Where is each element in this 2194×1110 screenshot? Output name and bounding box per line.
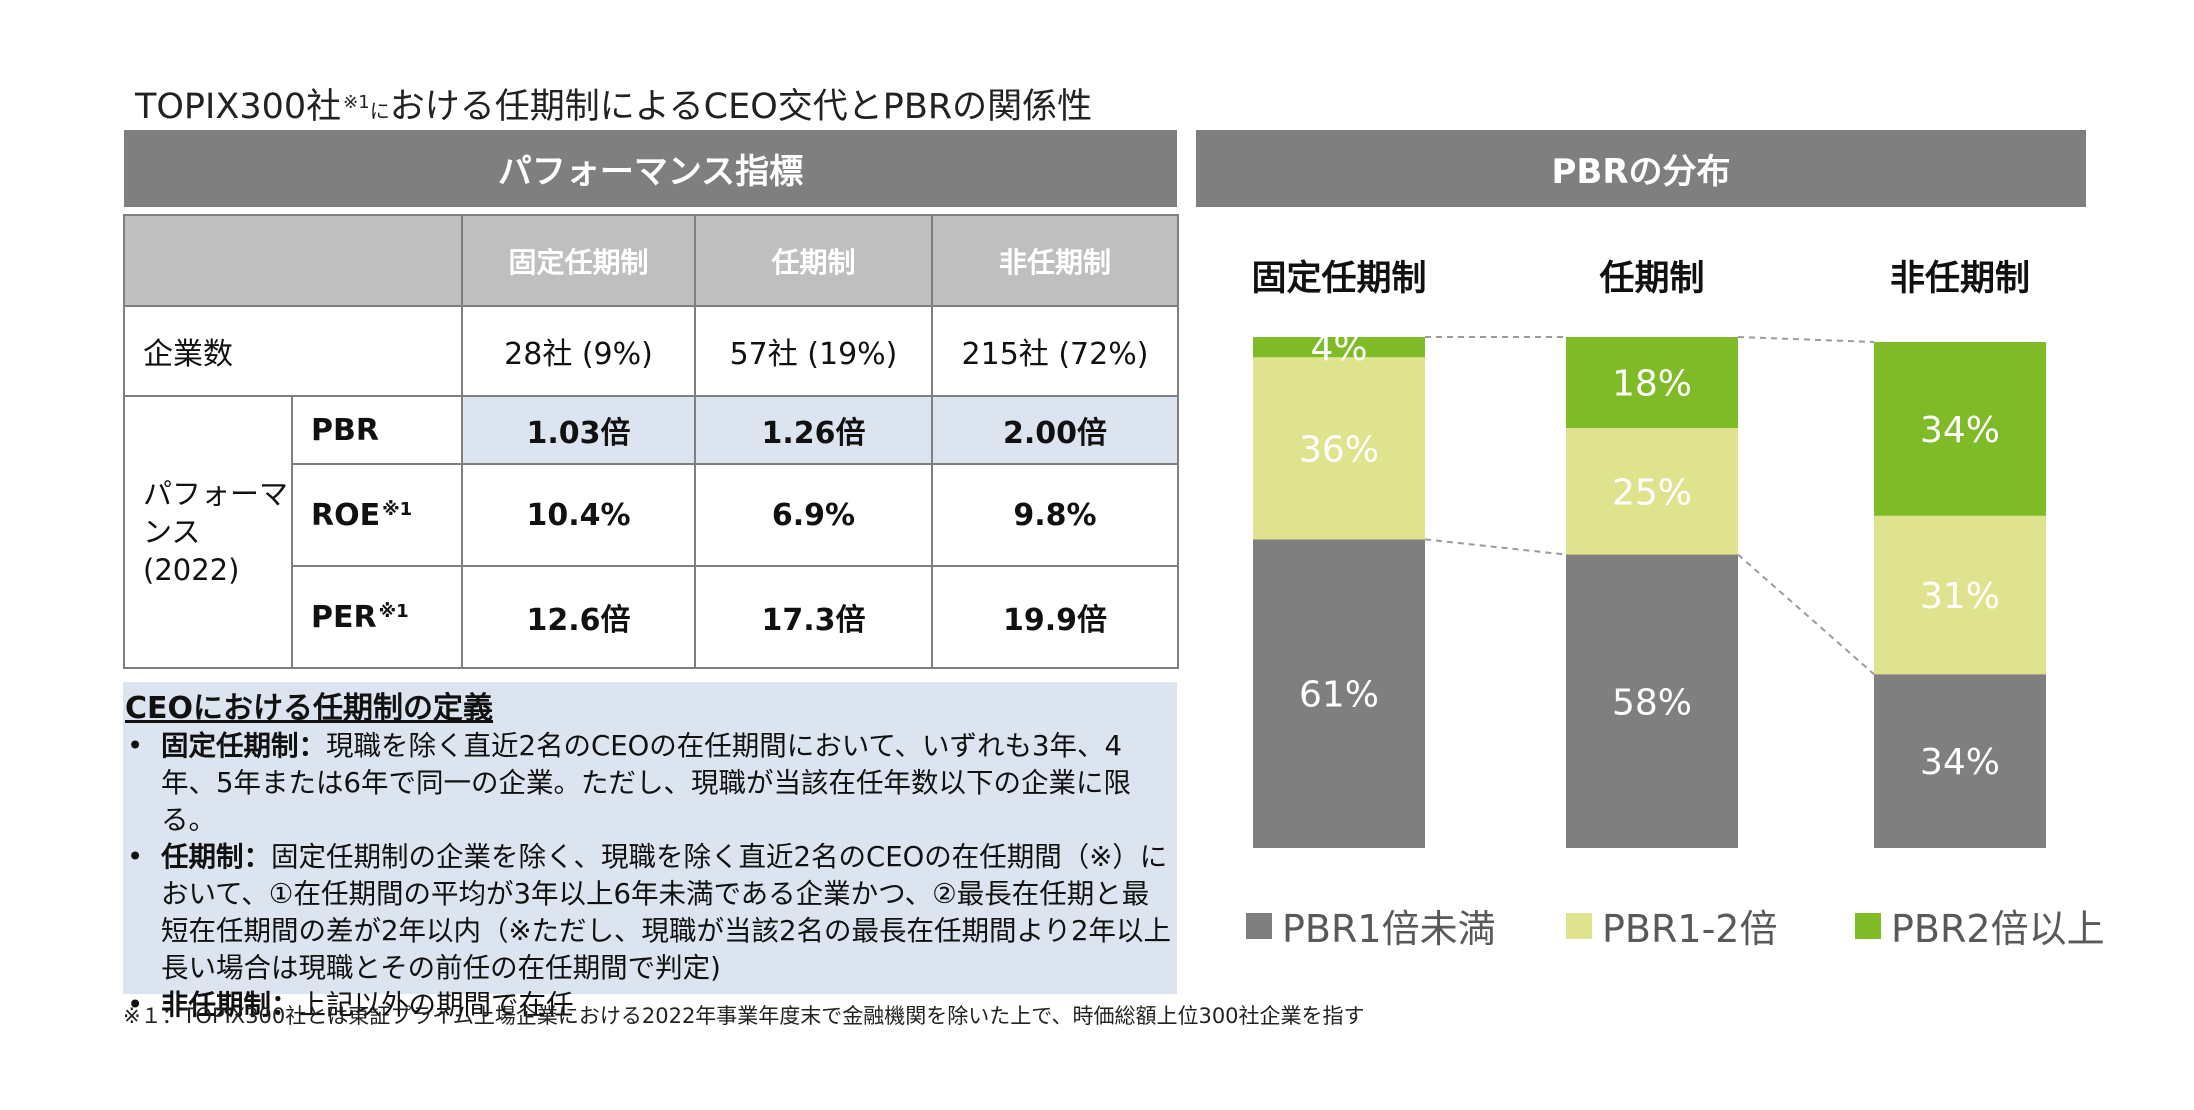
table-cell: 17.3倍 — [694, 565, 933, 669]
bar-segment — [1253, 539, 1425, 848]
table-cell: 1.26倍 — [694, 395, 933, 465]
performance-table: 固定任期制 任期制 非任期制 企業数 28社 (9%) 57社 (19%) 21… — [123, 214, 1179, 669]
data-label: 61% — [1299, 675, 1379, 716]
bar-segment — [1566, 554, 1738, 848]
data-label: 31% — [1920, 576, 2000, 617]
table-row: PER ※1 12.6倍 17.3倍 19.9倍 — [124, 565, 1179, 669]
table-row: パフォーマ ンス (2022) PBR 1.03倍 1.26倍 2.00倍 — [123, 395, 1179, 669]
table-cell: 215社 (72%) — [931, 305, 1179, 397]
table-cell: 10.4% — [461, 463, 696, 567]
pbr-distribution-header: PBRの分布 — [1196, 130, 2086, 207]
bar-segment — [1566, 428, 1738, 555]
table-cell: 2.00倍 — [931, 395, 1179, 465]
definition-item: • 任期制：固定任期制の企業を除く、現職を除く直近2名のCEOの在任期間（※）にお… — [127, 841, 1171, 984]
data-label: 34% — [1920, 410, 2000, 451]
performance-header: パフォーマンス指標 — [124, 130, 1177, 207]
definition-item: • 固定任期制：現職を除く直近2名のCEOの在任期間において、いずれも3年、4年、… — [127, 730, 1131, 836]
definition-title: CEOにおける任期制の定義 — [125, 691, 494, 726]
legend-swatch — [1246, 912, 1272, 939]
data-label: 4% — [1310, 328, 1367, 369]
data-label: 36% — [1299, 429, 1379, 470]
table-cell: 1.03倍 — [461, 395, 696, 465]
footnote: ※１：TOPIX300社とは東証プライム上場企業における2022年事業年度末で金… — [123, 1004, 1365, 1028]
definition-box: CEOにおける任期制の定義 • 固定任期制：現職を除く直近2名のCEOの在任期間に… — [123, 682, 1177, 1021]
data-label: 58% — [1612, 682, 1692, 723]
column-header: 非任期制 — [931, 214, 1179, 307]
category-label: 非任期制 — [1890, 259, 2030, 299]
connector-line — [1737, 553, 1875, 675]
legend-item: PBR2倍以上 — [1855, 898, 2105, 953]
table-header-blank — [123, 214, 463, 307]
legend-item: PBR1-2倍 — [1566, 898, 1777, 953]
connector-line — [1424, 538, 1567, 556]
table-cell: 57社 (19%) — [694, 305, 933, 397]
definition-item: • 非任期制：上記以外の期間で在任 — [127, 989, 574, 1021]
bar-segment — [1566, 337, 1738, 429]
category-label: 任期制 — [1599, 259, 1704, 299]
data-label: 34% — [1920, 742, 2000, 783]
group-label: パフォーマ ンス (2022) — [123, 395, 293, 669]
row-label: PBR — [291, 395, 463, 465]
bar-segment — [1253, 337, 1425, 358]
table-cell: 6.9% — [694, 463, 933, 567]
category-label: 固定任期制 — [1251, 259, 1426, 299]
page-title: TOPIX300社 ※1における任期制によるCEO交代とPBRの関係性 — [135, 87, 1093, 127]
legend-swatch — [1855, 912, 1881, 939]
bar-segment — [1874, 342, 2046, 516]
bar-segment — [1253, 357, 1425, 540]
table-row: ROE ※1 10.4% 6.9% 9.8% — [124, 463, 1179, 567]
legend-swatch — [1566, 912, 1592, 939]
column-header: 任期制 — [694, 214, 933, 307]
table-cell: 12.6倍 — [461, 565, 696, 669]
table-header-row: 固定任期制 任期制 非任期制 — [123, 214, 1179, 307]
connector-line — [1737, 336, 1875, 343]
column-header: 固定任期制 — [461, 214, 696, 307]
table-cell: 19.9倍 — [931, 565, 1179, 669]
row-label: PER ※1 — [291, 565, 463, 669]
table-cell: 9.8% — [931, 463, 1179, 567]
table-row: 企業数 28社 (9%) 57社 (19%) 215社 (72%) — [123, 305, 1179, 397]
row-label: 企業数 — [123, 305, 463, 397]
data-label: 25% — [1612, 472, 1692, 513]
bar-segment — [1874, 515, 2046, 675]
table-cell: 28社 (9%) — [461, 305, 696, 397]
legend-item: PBR1倍未満 — [1246, 898, 1496, 953]
data-label: 18% — [1612, 364, 1692, 405]
bar-segment — [1874, 674, 2046, 848]
row-label: ROE ※1 — [291, 463, 463, 567]
